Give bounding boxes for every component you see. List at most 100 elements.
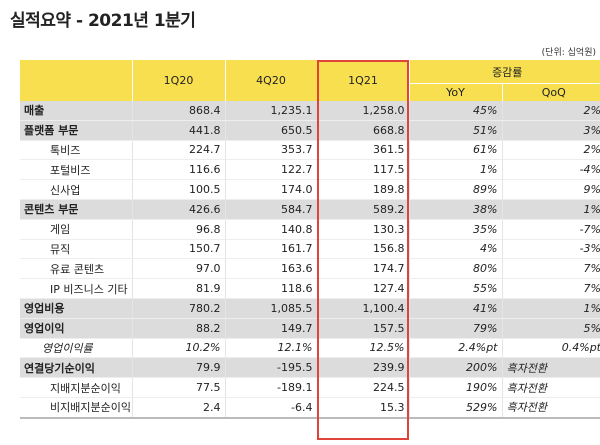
cell-1q20: 100.5 [131,179,225,200]
cell-qoq: -4% [501,159,600,181]
cell-1q21: 117.5 [316,159,409,181]
row-label: 지배지분순이익 [20,377,132,398]
cell-4q20: 584.7 [224,199,317,220]
cell-1q21: 15.3 [316,397,409,419]
table-row: 영업비용 780.2 1,085.5 1,100.4 41% 1% [20,298,600,319]
cell-1q21: 1,100.4 [316,298,409,319]
header-1q20: 1Q20 [131,60,225,101]
cell-1q20: 10.2% [131,338,225,359]
cell-4q20: 353.7 [224,140,317,161]
table-row: 비지배지분순이익 2.4 -6.4 15.3 529% 흑자전환 [20,397,600,419]
cell-4q20: 149.7 [224,318,317,339]
header-qoq: QoQ [501,83,600,101]
cell-1q20: 79.9 [131,357,225,379]
cell-yoy: 80% [408,258,502,280]
cell-1q21: 224.5 [316,377,409,398]
header-yoy: YoY [408,83,502,101]
cell-1q21: 156.8 [316,239,409,260]
cell-yoy: 2.4%pt [408,338,502,359]
cell-qoq: 흑자전환 [501,357,600,379]
cell-qoq: 0.4%pt [501,338,600,359]
row-label: 영업이익 [20,318,132,339]
cell-1q21: 589.2 [316,199,409,220]
cell-yoy: 190% [408,377,502,398]
row-label: 포털비즈 [20,159,132,181]
table-row: IP 비즈니스 기타 81.9 118.6 127.4 55% 7% [20,278,600,299]
cell-1q20: 116.6 [131,159,225,181]
cell-qoq: 3% [501,120,600,141]
cell-yoy: 35% [408,219,502,240]
cell-1q20: 868.4 [131,101,225,121]
cell-1q20: 441.8 [131,120,225,141]
row-label: 매출 [20,101,132,121]
row-label: IP 비즈니스 기타 [20,278,132,299]
cell-4q20: 118.6 [224,278,317,299]
cell-qoq: 2% [501,140,600,161]
cell-qoq: 5% [501,318,600,339]
row-label: 영업비용 [20,298,132,319]
cell-yoy: 55% [408,278,502,299]
cell-1q20: 150.7 [131,239,225,260]
row-label: 유료 콘텐츠 [20,258,132,280]
cell-1q20: 77.5 [131,377,225,398]
cell-1q21: 239.9 [316,357,409,379]
cell-1q20: 96.8 [131,219,225,240]
table-row: 뮤직 150.7 161.7 156.8 4% -3% [20,239,600,260]
cell-1q21: 189.8 [316,179,409,200]
cell-4q20: 163.6 [224,258,317,280]
cell-qoq: 9% [501,179,600,200]
cell-yoy: 61% [408,140,502,161]
cell-qoq: 7% [501,258,600,280]
table-row: 톡비즈 224.7 353.7 361.5 61% 2% [20,140,600,161]
cell-4q20: 12.1% [224,338,317,359]
row-label: 콘텐츠 부문 [20,199,132,220]
table-row: 연결당기순이익 79.9 -195.5 239.9 200% 흑자전환 [20,357,600,379]
cell-4q20: 1,085.5 [224,298,317,319]
table-row: 신사업 100.5 174.0 189.8 89% 9% [20,179,600,200]
cell-1q21: 130.3 [316,219,409,240]
cell-1q21: 668.8 [316,120,409,141]
cell-yoy: 4% [408,239,502,260]
cell-4q20: 161.7 [224,239,317,260]
header-1q21: 1Q21 [316,60,409,101]
table-row: 플랫폼 부문 441.8 650.5 668.8 51% 3% [20,120,600,141]
unit-note: (단위: 십억원) [541,48,596,58]
cell-1q21: 361.5 [316,140,409,161]
cell-4q20: -6.4 [224,397,317,419]
header-4q20: 4Q20 [224,60,317,101]
cell-4q20: 174.0 [224,179,317,200]
row-label: 비지배지분순이익 [20,397,132,419]
cell-1q21: 127.4 [316,278,409,299]
cell-1q21: 157.5 [316,318,409,339]
row-label: 톡비즈 [20,140,132,161]
cell-4q20: -189.1 [224,377,317,398]
table-row: 영업이익 88.2 149.7 157.5 79% 5% [20,318,600,339]
cell-1q20: 88.2 [131,318,225,339]
cell-qoq: 7% [501,278,600,299]
row-label: 연결당기순이익 [20,357,132,379]
cell-1q20: 426.6 [131,199,225,220]
cell-qoq: 흑자전환 [501,397,600,419]
cell-yoy: 200% [408,357,502,379]
row-label: 신사업 [20,179,132,200]
cell-1q20: 780.2 [131,298,225,319]
cell-qoq: 1% [501,298,600,319]
cell-yoy: 89% [408,179,502,200]
cell-yoy: 79% [408,318,502,339]
table-row: 포털비즈 116.6 122.7 117.5 1% -4% [20,159,600,181]
cell-qoq: 1% [501,199,600,220]
cell-1q21: 1,258.0 [316,101,409,121]
cell-qoq: 흑자전환 [501,377,600,398]
cell-1q20: 224.7 [131,140,225,161]
cell-1q21: 174.7 [316,258,409,280]
header-blank [20,60,132,101]
row-label: 플랫폼 부문 [20,120,132,141]
cell-4q20: 122.7 [224,159,317,181]
table-row: 콘텐츠 부문 426.6 584.7 589.2 38% 1% [20,199,600,220]
cell-4q20: 140.8 [224,219,317,240]
cell-1q20: 2.4 [131,397,225,419]
cell-4q20: 1,235.1 [224,101,317,121]
cell-yoy: 45% [408,101,502,121]
page-title: 실적요약 - 2021년 1분기 [10,11,196,31]
cell-qoq: 2% [501,101,600,121]
